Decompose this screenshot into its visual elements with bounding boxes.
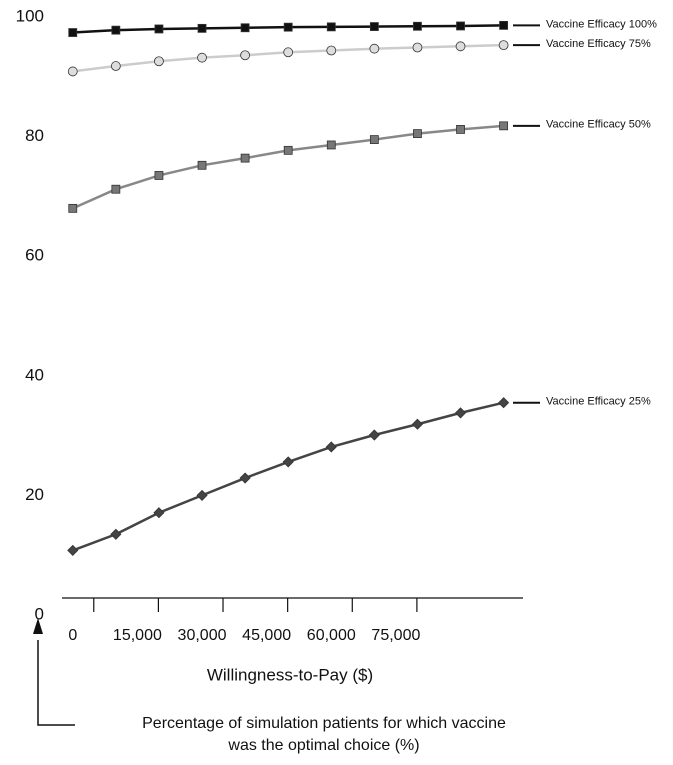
point	[67, 66, 78, 77]
point	[499, 121, 509, 131]
point	[368, 429, 380, 441]
y-tick-label: 40	[25, 365, 44, 384]
point	[110, 61, 121, 71]
series-line	[72, 124, 504, 210]
x-tick-label: 60,000	[307, 627, 356, 644]
point	[369, 22, 379, 31]
point	[197, 52, 207, 63]
point	[68, 203, 78, 213]
point	[283, 22, 293, 32]
y-tick-label: 0	[35, 604, 44, 623]
annotation-arrow	[37, 640, 75, 726]
point	[411, 418, 424, 430]
point	[456, 125, 465, 134]
point	[369, 135, 379, 144]
point	[239, 472, 251, 484]
point	[325, 441, 337, 453]
legend-label: Vaccine Efficacy 75%	[546, 38, 651, 50]
legend-label: Vaccine Efficacy 25%	[546, 396, 651, 408]
x-tick-label: 0	[68, 627, 77, 644]
point	[111, 25, 121, 35]
point	[67, 544, 79, 556]
point	[412, 42, 423, 53]
y-tick-label: 60	[25, 246, 44, 265]
point	[240, 50, 251, 61]
point	[326, 45, 337, 56]
point	[240, 153, 250, 163]
point	[413, 21, 422, 31]
point	[153, 507, 165, 519]
y-tick-label: 80	[25, 126, 44, 145]
x-tick-label: 30,000	[178, 627, 227, 644]
point	[197, 160, 207, 170]
point	[283, 145, 293, 155]
point	[196, 489, 208, 501]
point	[240, 23, 250, 33]
point	[326, 22, 336, 32]
x-tick-label: 75,000	[371, 627, 420, 644]
annotation: Percentage of simulation patients for wh…	[142, 715, 506, 732]
point	[369, 43, 380, 54]
arrow-head	[33, 618, 43, 634]
point	[498, 397, 510, 409]
point	[283, 47, 294, 58]
series-line	[72, 401, 504, 552]
point	[197, 23, 207, 33]
legend-label: Vaccine Efficacy 50%	[546, 119, 651, 131]
y-tick-label: 100	[16, 6, 44, 25]
point	[454, 407, 467, 419]
legend-label: Vaccine Efficacy 100%	[546, 18, 657, 30]
point	[110, 528, 122, 540]
point	[154, 56, 164, 67]
point	[111, 184, 121, 194]
annotation: was the optimal choice (%)	[227, 737, 419, 754]
x-tick-label: 45,000	[242, 627, 291, 644]
point	[282, 456, 294, 468]
y-tick-label: 20	[25, 485, 44, 504]
x-tick-label: 15,000	[113, 627, 162, 644]
x-axis-label: Willingness-to-Pay ($)	[207, 665, 373, 684]
point	[154, 24, 164, 34]
point	[455, 41, 466, 52]
point	[498, 40, 509, 51]
point	[154, 171, 164, 180]
point	[499, 20, 509, 30]
point	[326, 140, 336, 150]
point	[68, 28, 78, 37]
point	[413, 129, 422, 139]
point	[456, 21, 465, 31]
